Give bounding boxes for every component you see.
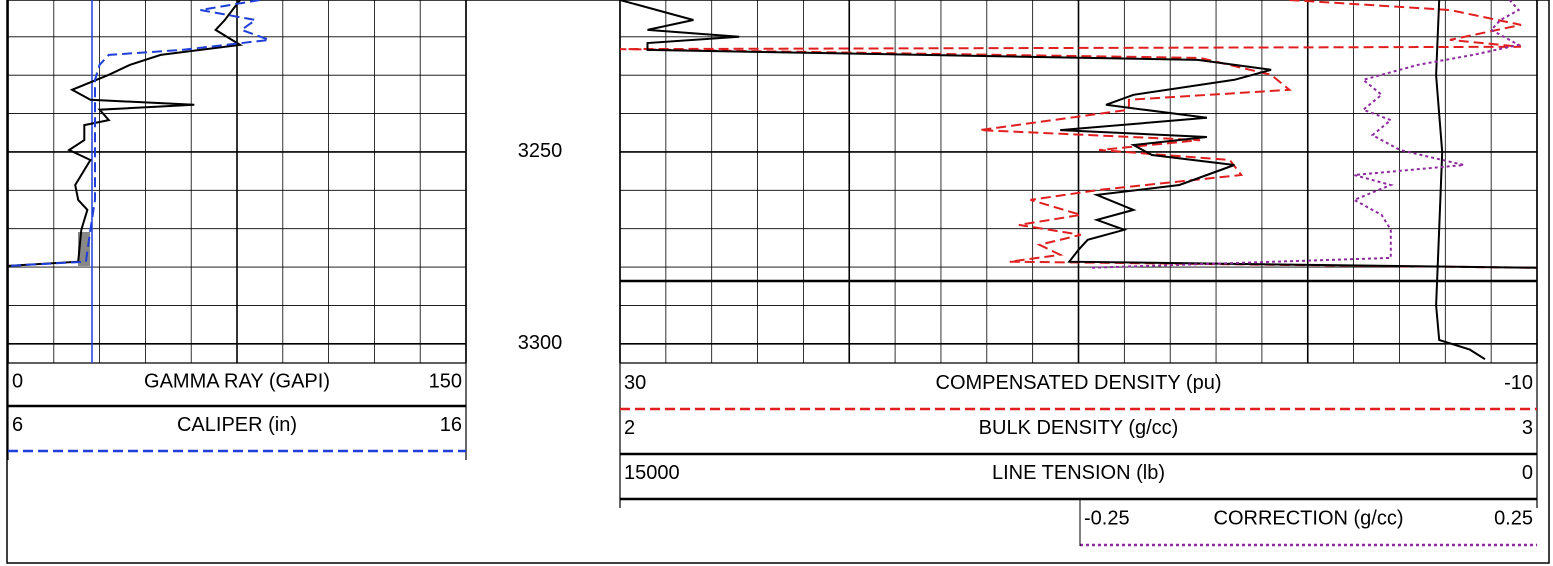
scale-max: 3 — [1522, 417, 1533, 439]
frame — [6, 0, 1550, 564]
depth-label: 3300 — [518, 332, 563, 354]
scale-min: -0.25 — [1084, 507, 1130, 529]
shading — [8, 232, 90, 266]
curve-name: GAMMA RAY (GAPI) — [144, 370, 330, 392]
scale-min: 2 — [624, 417, 635, 439]
curve-name: BULK DENSITY (g/cc) — [979, 417, 1179, 439]
scale-min: 30 — [624, 372, 646, 394]
curves — [7, 0, 1538, 361]
depth-label: 3250 — [518, 140, 563, 162]
curve-name: CALIPER (in) — [177, 414, 297, 436]
scale-max: -10 — [1504, 372, 1533, 394]
curve — [7, 0, 244, 267]
curve — [619, 0, 1538, 269]
curve — [1089, 0, 1522, 269]
curve-name: COMPENSATED DENSITY (pu) — [936, 372, 1222, 394]
scale-max: 16 — [440, 414, 462, 436]
curve — [619, 0, 1538, 269]
scale-max: 0.25 — [1494, 507, 1533, 529]
scale-max: 150 — [429, 370, 462, 392]
scale-max: 0 — [1522, 462, 1533, 484]
scale-min: 15000 — [624, 462, 680, 484]
curve — [7, 0, 270, 267]
curve — [1435, 0, 1486, 361]
curve-name: CORRECTION (g/cc) — [1214, 507, 1404, 529]
scale-min: 6 — [12, 414, 23, 436]
scale-min: 0 — [12, 370, 23, 392]
curve-name: LINE TENSION (lb) — [992, 462, 1165, 484]
